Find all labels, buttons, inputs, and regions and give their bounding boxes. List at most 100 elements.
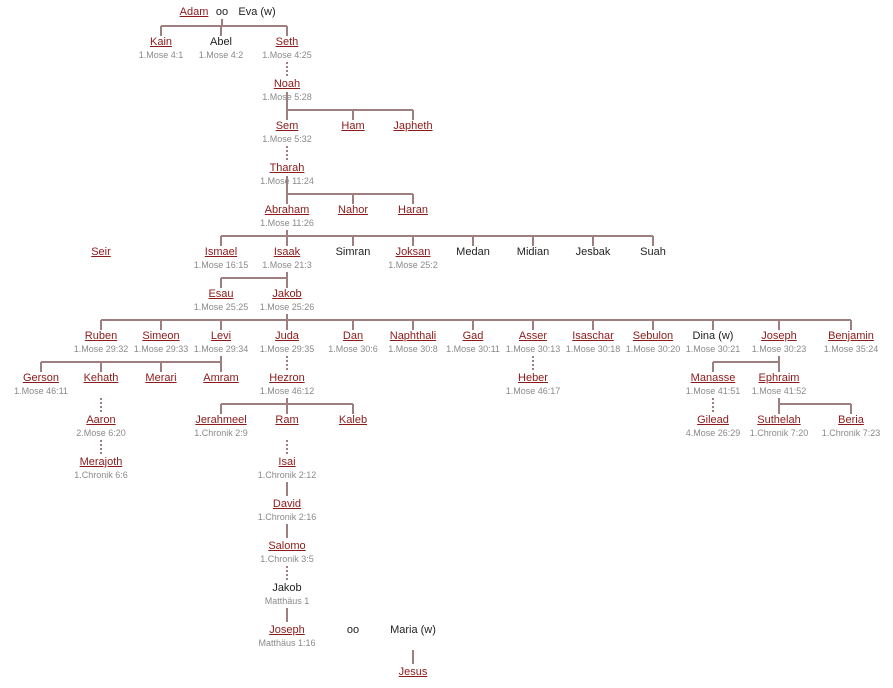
person-hezron-name-link[interactable]: Hezron — [269, 372, 305, 384]
person-kain-name-link[interactable]: Kain — [149, 36, 173, 48]
person-tharah-reference: 1.Mose 11:24 — [260, 176, 314, 186]
person-sem-name-link[interactable]: Sem — [275, 120, 299, 132]
person-isaak-name-link[interactable]: Isaak — [273, 246, 301, 258]
marriage-symbol-joseph-maria: oo — [346, 624, 360, 636]
person-joseph-name-link[interactable]: Joseph — [761, 330, 797, 342]
person-salomo-name-link[interactable]: Salomo — [268, 540, 306, 552]
person-ruben-reference: 1.Mose 29:32 — [73, 344, 129, 354]
person-heber: Heber 1.Mose 46:17 — [506, 372, 561, 398]
person-hezron: Hezron 1.Mose 46:12 — [260, 372, 315, 398]
person-esau: Esau 1.Mose 25:25 — [194, 288, 249, 314]
person-japheth-name-link[interactable]: Japheth — [393, 120, 433, 132]
person-abel: Abel 1.Mose 4:2 — [199, 36, 244, 62]
person-kehath: Kehath — [84, 372, 119, 385]
person-sebulon: Sebulon 1.Mose 30:20 — [626, 330, 681, 356]
person-jesus-name-link[interactable]: Jesus — [398, 666, 428, 678]
person-isaschar-reference: 1.Mose 30:18 — [565, 344, 621, 354]
person-dina: Dina (w) 1.Mose 30:21 — [686, 330, 741, 356]
person-asser-name-link[interactable]: Asser — [518, 330, 548, 342]
person-tharah: Tharah 1.Mose 11:24 — [260, 162, 314, 188]
person-manasse-name-link[interactable]: Manasse — [690, 372, 736, 384]
person-aaron-name-link[interactable]: Aaron — [86, 414, 116, 426]
person-kaleb-name-link[interactable]: Kaleb — [338, 414, 368, 426]
person-juda: Juda 1.Mose 29:35 — [260, 330, 315, 356]
person-noah-name-link[interactable]: Noah — [273, 78, 301, 90]
person-jakob-name-link[interactable]: Jakob — [272, 288, 302, 300]
person-hezron-reference: 1.Mose 46:12 — [259, 386, 315, 396]
person-asser-reference: 1.Mose 30:13 — [505, 344, 561, 354]
person-suthelah-reference: 1.Chronik 7:20 — [749, 428, 809, 438]
person-jakob2: Jakob Matthäus 1 — [265, 582, 310, 608]
person-esau-name-link[interactable]: Esau — [208, 288, 234, 300]
person-abraham-reference: 1.Mose 11:26 — [260, 218, 314, 228]
person-isaak: Isaak 1.Mose 21:3 — [262, 246, 312, 272]
person-ram: Ram — [275, 414, 298, 427]
person-jakob2-name: Jakob — [272, 582, 302, 594]
person-jerahmeel-name-link[interactable]: Jerahmeel — [195, 414, 247, 426]
person-kain: Kain 1.Mose 4:1 — [139, 36, 184, 62]
person-asser: Asser 1.Mose 30:13 — [506, 330, 561, 356]
person-seth-name-link[interactable]: Seth — [275, 36, 299, 48]
person-naphthali-name-link[interactable]: Naphthali — [389, 330, 437, 342]
person-ephraim-name-link[interactable]: Ephraim — [758, 372, 800, 384]
person-gilead-name-link[interactable]: Gilead — [697, 414, 729, 426]
person-joseph2-name-link[interactable]: Joseph — [269, 624, 305, 636]
person-merajoth: Merajoth 1.Chronik 6:6 — [74, 456, 128, 482]
person-merajoth-reference: 1.Chronik 6:6 — [74, 470, 128, 480]
person-amram-name-link[interactable]: Amram — [203, 372, 239, 384]
person-david-reference: 1.Chronik 2:16 — [257, 512, 317, 522]
person-ham-name-link[interactable]: Ham — [341, 120, 365, 132]
person-maria-name: Maria (w) — [390, 624, 436, 636]
person-manasse: Manasse 1.Mose 41:51 — [686, 372, 741, 398]
person-gad: Gad 1.Mose 30:11 — [446, 330, 500, 356]
person-levi-name-link[interactable]: Levi — [210, 330, 232, 342]
person-beria-name-link[interactable]: Beria — [838, 414, 864, 426]
person-ham: Ham — [341, 120, 364, 133]
person-haran: Haran — [398, 204, 428, 217]
person-abel-reference: 1.Mose 4:2 — [198, 50, 244, 60]
person-eva: Eva (w) — [238, 6, 275, 19]
person-merari-name-link[interactable]: Merari — [145, 372, 177, 384]
person-abraham-name-link[interactable]: Abraham — [264, 204, 310, 216]
person-naphthali: Naphthali 1.Mose 30:8 — [388, 330, 438, 356]
person-seir-name-link[interactable]: Seir — [91, 246, 111, 258]
person-simeon-name-link[interactable]: Simeon — [142, 330, 180, 342]
person-heber-name-link[interactable]: Heber — [518, 372, 548, 384]
person-ismael-name-link[interactable]: Ismael — [204, 246, 238, 258]
person-joksan-name-link[interactable]: Joksan — [395, 246, 431, 258]
person-isai-name-link[interactable]: Isai — [278, 456, 296, 468]
person-ismael: Ismael 1.Mose 16:15 — [194, 246, 249, 272]
person-noah: Noah 1.Mose 5:28 — [262, 78, 312, 104]
person-dan-reference: 1.Mose 30:6 — [328, 344, 378, 354]
person-ruben-name-link[interactable]: Ruben — [84, 330, 118, 342]
person-kehath-name-link[interactable]: Kehath — [83, 372, 119, 384]
person-tharah-name-link[interactable]: Tharah — [269, 162, 305, 174]
person-sebulon-name-link[interactable]: Sebulon — [632, 330, 674, 342]
person-merajoth-name-link[interactable]: Merajoth — [79, 456, 123, 468]
person-suthelah-name-link[interactable]: Suthelah — [757, 414, 801, 426]
person-juda-reference: 1.Mose 29:35 — [259, 344, 315, 354]
person-ram-name-link[interactable]: Ram — [275, 414, 299, 426]
person-dan-name-link[interactable]: Dan — [342, 330, 364, 342]
person-simeon-reference: 1.Mose 29:33 — [133, 344, 189, 354]
person-david-name-link[interactable]: David — [272, 498, 302, 510]
person-benjamin-name-link[interactable]: Benjamin — [828, 330, 874, 342]
person-nahor-name-link[interactable]: Nahor — [338, 204, 368, 216]
person-simran-name: Simran — [335, 246, 371, 258]
person-gad-reference: 1.Mose 30:11 — [446, 344, 500, 354]
person-kaleb: Kaleb — [339, 414, 367, 427]
person-aaron-reference: 2.Mose 6:20 — [76, 428, 126, 438]
person-gad-name-link[interactable]: Gad — [462, 330, 484, 342]
person-isai: Isai 1.Chronik 2:12 — [258, 456, 317, 482]
person-isaschar-name-link[interactable]: Isaschar — [572, 330, 614, 342]
person-haran-name-link[interactable]: Haran — [398, 204, 428, 216]
person-suthelah: Suthelah 1.Chronik 7:20 — [750, 414, 809, 440]
person-dina-reference: 1.Mose 30:21 — [685, 344, 741, 354]
person-gerson-name-link[interactable]: Gerson — [22, 372, 60, 384]
person-medan: Medan — [456, 246, 490, 259]
person-ruben: Ruben 1.Mose 29:32 — [74, 330, 129, 356]
person-adam-name-link[interactable]: Adam — [179, 6, 209, 18]
person-juda-name-link[interactable]: Juda — [275, 330, 299, 342]
